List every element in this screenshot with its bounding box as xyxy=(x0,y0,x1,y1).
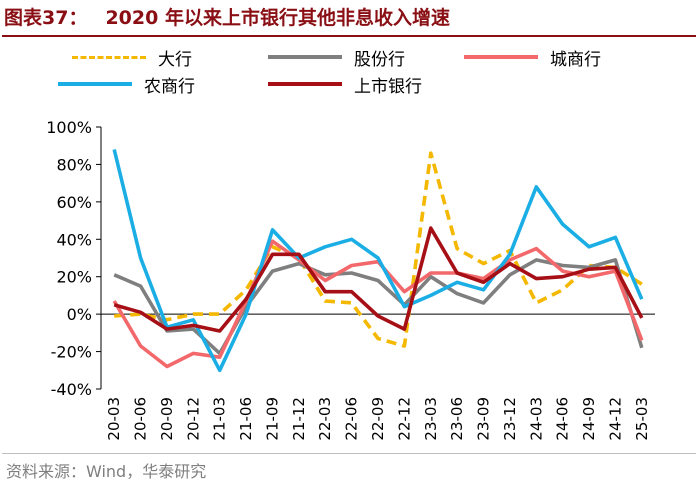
x-tick-label: 24-03 xyxy=(527,397,545,441)
x-tick-label: 25-03 xyxy=(633,397,651,441)
legend-label-dahang: 大行 xyxy=(158,49,192,70)
figure-label: 图表37： xyxy=(4,7,88,29)
y-tick-label: 60% xyxy=(56,193,92,212)
x-tick-label: 23-03 xyxy=(422,397,440,441)
x-tick-label: 20-12 xyxy=(184,397,202,441)
x-tick-label: 24-06 xyxy=(554,397,572,441)
y-tick-label: 0% xyxy=(67,305,92,324)
legend-item-gufen: 股份行 xyxy=(268,44,405,70)
x-tick-label: 24-12 xyxy=(606,397,624,441)
y-tick-label: -40% xyxy=(51,380,92,399)
legend: 大行 股份行 城商行 农商行 上市银行 xyxy=(0,42,700,102)
series-line-dahang xyxy=(114,151,643,348)
x-tick-label: 21-06 xyxy=(237,397,255,441)
y-tick-label: 20% xyxy=(56,268,92,287)
legend-swatch-dahang xyxy=(72,55,146,59)
legend-label-shangshi: 上市银行 xyxy=(354,76,422,97)
y-tick-label: 100% xyxy=(46,118,92,137)
legend-label-chengshang: 城商行 xyxy=(550,49,601,70)
y-tick-label: 80% xyxy=(56,155,92,174)
legend-swatch-nongshang xyxy=(58,82,132,86)
y-tick-label: -20% xyxy=(51,343,92,362)
legend-swatch-shangshi xyxy=(268,82,342,86)
x-tick-label: 20-09 xyxy=(158,397,176,441)
x-tick-label: 23-12 xyxy=(501,397,519,441)
x-tick-label: 24-09 xyxy=(580,397,598,441)
x-tick-label: 23-09 xyxy=(475,397,493,441)
legend-item-shangshi: 上市银行 xyxy=(268,71,422,97)
legend-swatch-chengshang xyxy=(464,55,538,59)
legend-label-nongshang: 农商行 xyxy=(144,76,195,97)
source-note: 资料来源：Wind，华泰研究 xyxy=(6,462,207,481)
x-tick-label: 22-03 xyxy=(316,397,334,441)
chart-title: 图表37： 2020 年以来上市银行其他非息收入增速 xyxy=(4,4,694,32)
title-rule xyxy=(2,35,696,37)
x-tick-label: 22-09 xyxy=(369,397,387,441)
x-tick-label: 21-03 xyxy=(211,397,229,441)
series-line-shangshi xyxy=(113,226,644,333)
x-tick-label: 20-06 xyxy=(132,397,150,441)
title-text: 2020 年以来上市银行其他非息收入增速 xyxy=(105,7,450,29)
x-tick-label: 22-12 xyxy=(395,397,413,441)
x-tick-label: 20-03 xyxy=(105,397,123,441)
series-line-nongshang xyxy=(112,149,644,373)
legend-item-nongshang: 农商行 xyxy=(58,71,195,97)
x-tick-label: 21-12 xyxy=(290,397,308,441)
x-tick-label: 22-06 xyxy=(343,397,361,441)
x-tick-label: 21-09 xyxy=(263,397,281,441)
y-tick-label: 40% xyxy=(56,230,92,249)
legend-swatch-gufen xyxy=(268,55,342,59)
legend-item-dahang: 大行 xyxy=(72,44,192,70)
x-tick-label: 23-06 xyxy=(448,397,466,441)
bottom-rule xyxy=(2,453,696,454)
legend-label-gufen: 股份行 xyxy=(354,49,405,70)
legend-item-chengshang: 城商行 xyxy=(464,44,601,70)
